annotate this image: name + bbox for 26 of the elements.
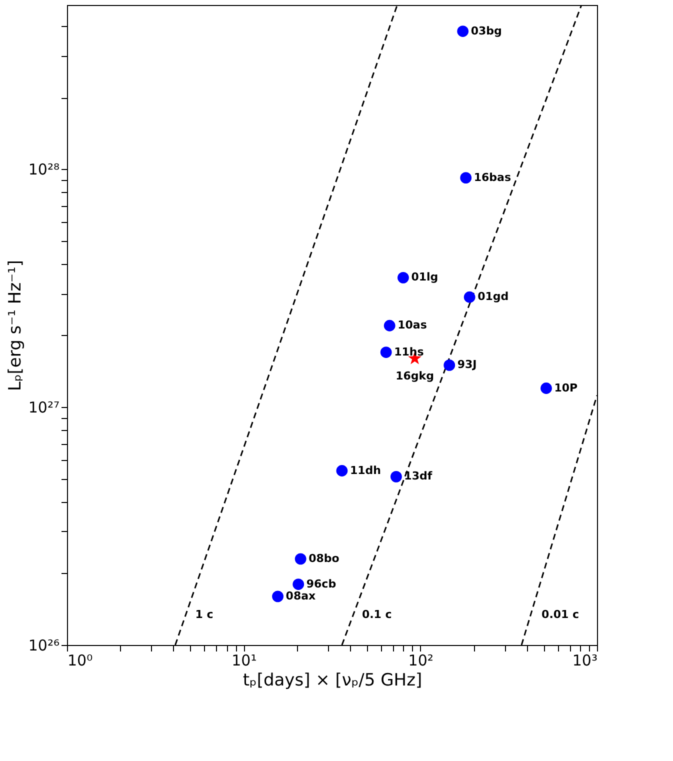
annotation: 16gkg [396,370,434,383]
annotation: 0.01 c [542,608,580,621]
annotation: 96cb [306,577,336,590]
annotation: 10as [398,318,428,332]
annotation: 11dh [350,464,381,477]
annotation: 08bo [308,552,340,565]
y-tick-label: 10²⁶ [28,636,60,654]
annotation: 03bg [470,24,502,38]
x-tick-label: 10² [408,652,434,670]
annotation: 01gd [478,290,509,304]
annotation: 93J [457,358,477,372]
y-tick-label: 10²⁸ [28,160,60,179]
x-tick-label: 10⁰ [68,652,93,670]
annotation: 11hs [394,345,424,358]
y-axis-title: Lₚ[erg s⁻¹ Hz⁻¹] [5,260,26,391]
annotation: 08ax [286,589,316,602]
x-tick-label: 10³ [572,652,598,670]
annotation: 1 c [195,608,214,621]
annotation: 01lg [411,270,438,284]
annotation: 0.1 c [362,608,392,621]
x-axis-title: tₚ[days] × [νₚ/5 GHz] [242,670,422,690]
x-tick-label: 10¹ [232,652,257,670]
annotation: 10P [554,381,578,394]
y-tick-label: 10²⁷ [28,398,60,417]
annotation: 13df [404,470,432,483]
annotation: 16bas [474,170,512,184]
